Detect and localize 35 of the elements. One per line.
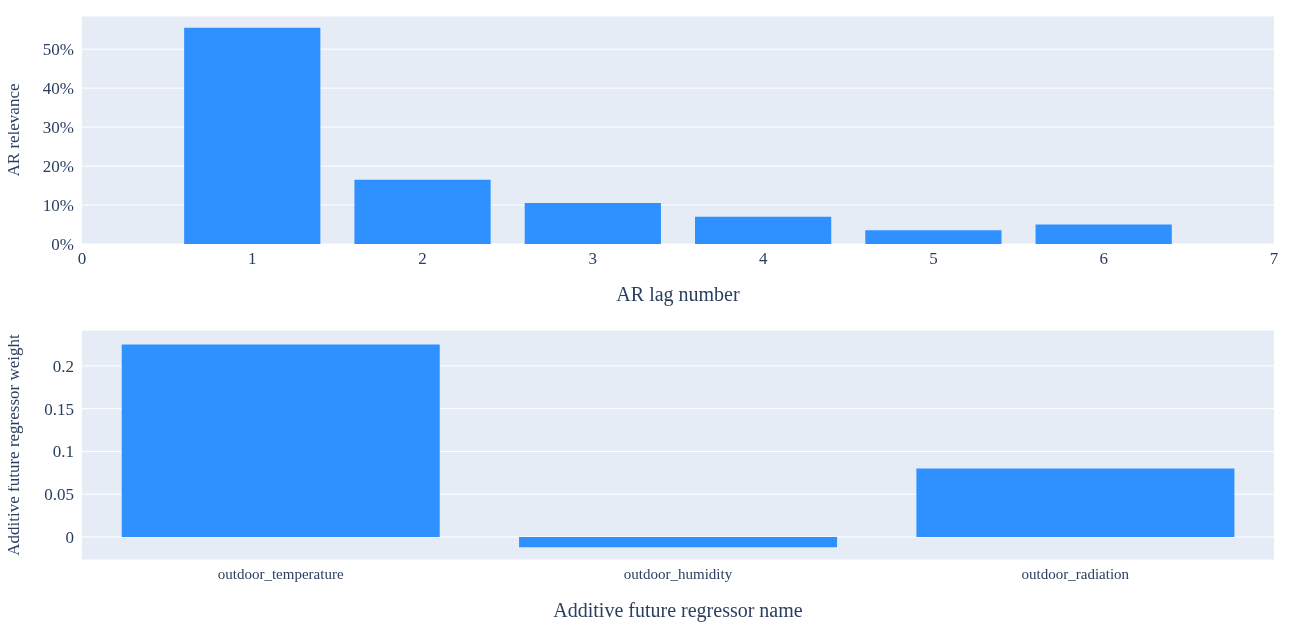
bar	[354, 179, 491, 244]
y-tick-label: 30%	[42, 118, 74, 138]
y-tick-label: 50%	[42, 40, 74, 60]
y-tick-label: 0.2	[52, 356, 74, 376]
x-axis-title: Additive future regressor name	[553, 599, 803, 622]
y-tick-label: 40%	[42, 79, 74, 99]
x-axis-title: AR lag number	[616, 283, 740, 306]
x-tick-label: 4	[758, 249, 768, 269]
x-tick-label: 2	[418, 249, 427, 269]
x-tick-label: 0	[77, 249, 87, 269]
y-tick-label: 20%	[42, 157, 74, 177]
x-tick-label: 1	[248, 249, 257, 269]
y-tick-label: 0.05	[44, 485, 74, 505]
x-tick-label: outdoor_humidity	[623, 565, 733, 582]
bar	[865, 230, 1002, 244]
bar	[121, 344, 440, 537]
bar	[1035, 224, 1172, 244]
y-tick-label: 0%	[51, 235, 74, 255]
y-tick-label: 0.1	[52, 442, 74, 462]
y-tick-label: 0.15	[44, 399, 74, 419]
bar	[695, 216, 832, 244]
x-tick-label: 7	[1269, 249, 1279, 269]
bar	[524, 203, 661, 244]
x-tick-label: 6	[1099, 249, 1108, 269]
y-axis-title: Additive future regressor weight	[4, 334, 24, 556]
x-tick-label: outdoor_temperature	[217, 565, 344, 582]
x-tick-label: 5	[929, 249, 938, 269]
bar	[519, 536, 838, 548]
bar	[916, 468, 1235, 537]
y-tick-label: 0	[65, 527, 74, 547]
y-tick-label: 10%	[42, 196, 74, 216]
y-axis-title: AR relevance	[4, 83, 24, 177]
bar	[184, 27, 321, 244]
x-tick-label: outdoor_radiation	[1021, 565, 1130, 582]
x-tick-label: 3	[588, 249, 598, 269]
